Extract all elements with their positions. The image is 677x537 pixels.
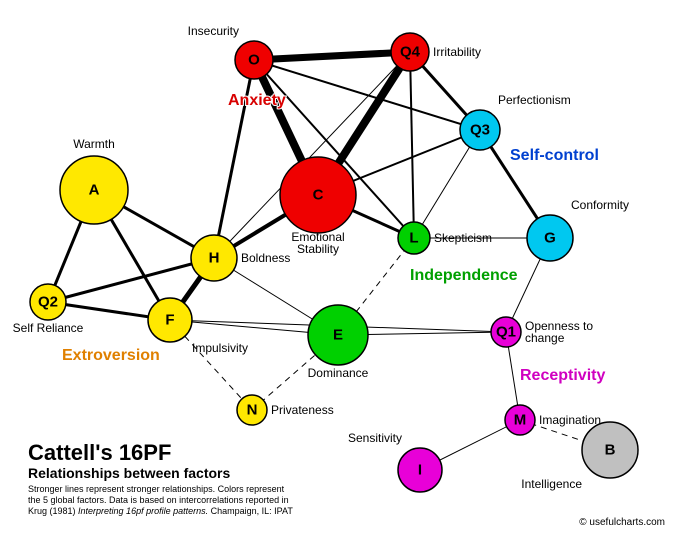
- node-letter-B: B: [605, 442, 616, 459]
- node-ext-H: Boldness: [241, 251, 290, 265]
- node-ext-B: Intelligence: [521, 477, 582, 491]
- node-Q3: Q3 Perfectionism: [460, 93, 571, 150]
- node-ext-Q2: Self Reliance: [13, 321, 84, 335]
- node-letter-G: G: [544, 230, 556, 247]
- node-C: C EmotionalStability: [280, 157, 356, 256]
- node-E: E Dominance: [308, 305, 369, 380]
- node-Q4: Q4 Irritability: [391, 33, 481, 71]
- title-sub: Relationships between factors: [28, 465, 230, 481]
- node-I: I Sensitivity: [348, 431, 442, 492]
- node-ext-Q1: Openness tochange: [525, 319, 593, 345]
- node-ext-O: Insecurity: [188, 24, 239, 38]
- node-ext-G: Conformity: [571, 198, 629, 212]
- node-ext-A: Warmth: [73, 137, 115, 151]
- node-letter-A: A: [89, 182, 100, 199]
- node-N: N Privateness: [237, 395, 334, 425]
- node-A: A Warmth: [60, 137, 128, 224]
- node-letter-Q2: Q2: [38, 294, 58, 311]
- node-letter-L: L: [409, 230, 418, 247]
- node-ext-E: Dominance: [308, 366, 369, 380]
- node-ext-C: EmotionalStability: [291, 230, 344, 256]
- fineprint-1: Stronger lines represent stronger relati…: [28, 484, 285, 494]
- node-ext-Q3: Perfectionism: [498, 93, 571, 107]
- node-Q2: Q2 Self Reliance: [13, 284, 84, 335]
- node-O: O Insecurity: [188, 24, 273, 79]
- title-block: Cattell's 16PFRelationships between fact…: [28, 440, 293, 516]
- global-label-self-control: Self-control: [510, 147, 599, 164]
- node-ext-F: Impulsivity: [192, 341, 248, 355]
- node-F: F Impulsivity: [148, 298, 248, 355]
- node-L: L Skepticism: [398, 222, 492, 254]
- title-main: Cattell's 16PF: [28, 440, 171, 465]
- node-ext-M: Imagination: [539, 413, 601, 427]
- global-label-receptivity: Receptivity: [520, 367, 605, 384]
- network-diagram: A Warmth Q2 Self Reliance F Impulsivity H Boldn…: [0, 0, 677, 537]
- node-letter-Q1: Q1: [496, 324, 516, 341]
- node-letter-E: E: [333, 327, 343, 344]
- node-letter-H: H: [209, 250, 220, 267]
- global-label-extroversion: Extroversion: [62, 347, 160, 364]
- edge-Q4-L: [410, 52, 414, 238]
- node-letter-M: M: [514, 412, 527, 429]
- node-letter-Q3: Q3: [470, 122, 490, 139]
- edge-O-Q4: [254, 52, 410, 60]
- fineprint-2: the 5 global factors. Data is based on i…: [28, 495, 289, 505]
- node-ext-N: Privateness: [271, 403, 334, 417]
- fineprint-3: Krug (1981) Interpreting 16pf profile pa…: [28, 506, 293, 516]
- node-ext-L: Skepticism: [434, 231, 492, 245]
- node-B: B Intelligence: [521, 422, 638, 491]
- edge-O-H: [214, 60, 254, 258]
- node-letter-C: C: [313, 187, 324, 204]
- global-label-anxiety: Anxiety: [228, 92, 286, 109]
- node-Q1: Q1 Openness tochange: [491, 317, 593, 347]
- global-label-independence: Independence: [410, 267, 518, 284]
- attribution: © usefulcharts.com: [579, 517, 665, 528]
- node-letter-Q4: Q4: [400, 44, 421, 61]
- node-ext-Q4: Irritability: [433, 45, 481, 59]
- nodes-layer: A Warmth Q2 Self Reliance F Impulsivity H Boldn…: [13, 24, 638, 492]
- node-ext-I: Sensitivity: [348, 431, 402, 445]
- node-letter-N: N: [247, 402, 258, 419]
- node-letter-O: O: [248, 52, 260, 69]
- node-G: G Conformity: [527, 198, 629, 261]
- node-letter-I: I: [418, 462, 422, 479]
- node-letter-F: F: [165, 312, 174, 329]
